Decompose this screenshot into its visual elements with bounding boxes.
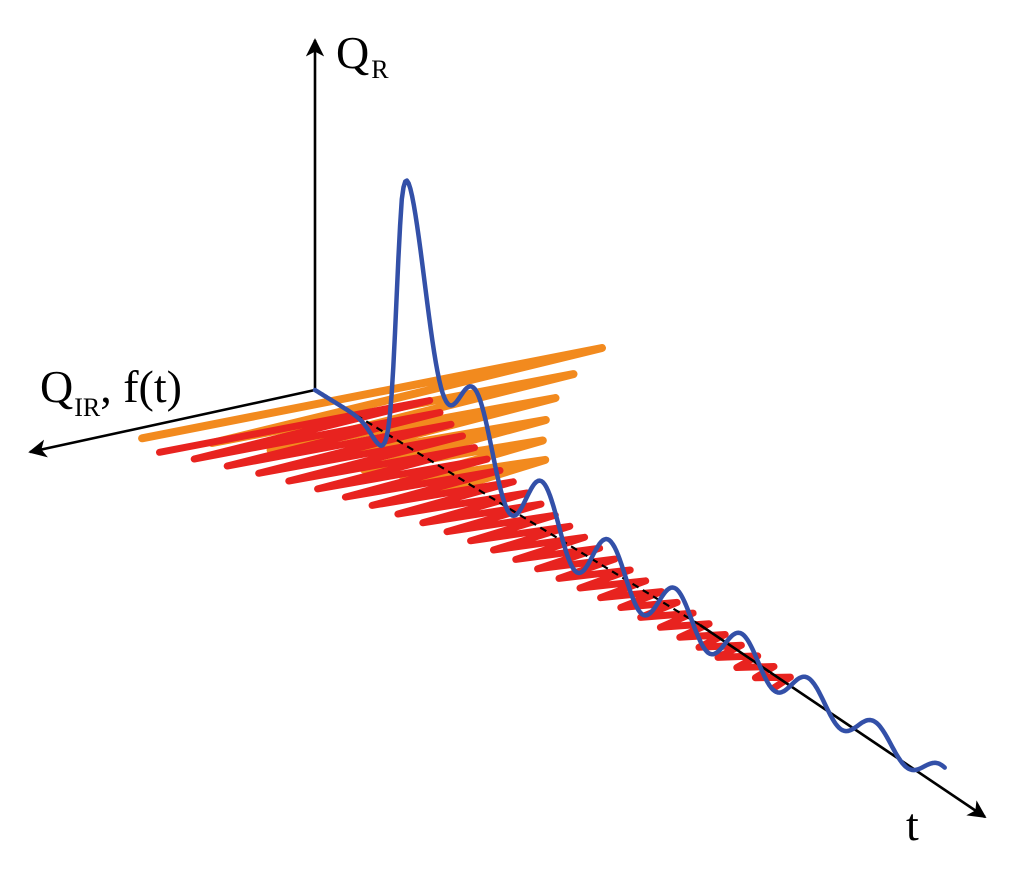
time-axis-label: t	[906, 799, 919, 850]
q-ir-oscillation	[156, 397, 794, 692]
q-r-response	[312, 178, 947, 773]
time-axis-dashed	[314, 389, 706, 629]
q-r-axis-label: QR	[336, 27, 389, 84]
q-ir-axis-label: QIR, f(t)	[40, 361, 182, 422]
time-axis	[699, 623, 987, 819]
q-ir-axis	[28, 388, 316, 458]
